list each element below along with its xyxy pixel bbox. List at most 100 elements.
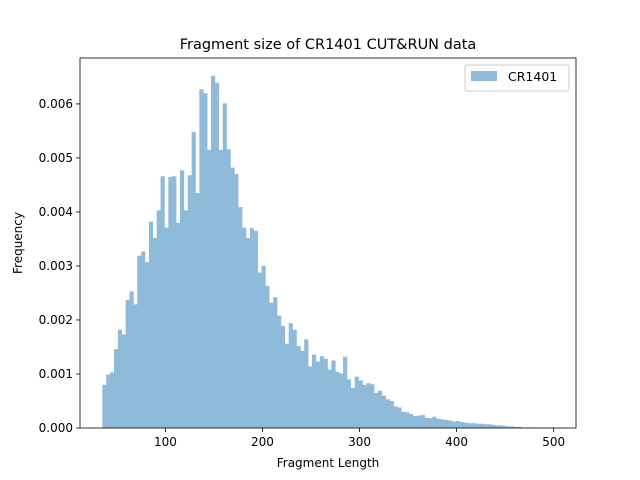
histogram-bar [273, 297, 278, 428]
histogram-bar [443, 419, 449, 428]
histogram-bar [168, 176, 173, 428]
histogram-bar [436, 418, 441, 428]
histogram-bar [148, 221, 154, 428]
histogram-bar [172, 176, 177, 428]
histogram-bar [106, 374, 111, 428]
histogram-bar [245, 237, 251, 428]
histogram-bar [117, 329, 123, 428]
histogram-bar [416, 415, 421, 428]
histogram-bar [277, 315, 282, 428]
histogram-bar [471, 423, 476, 428]
histogram-bars [102, 75, 553, 429]
y-tick-label: 0.005 [39, 151, 73, 165]
histogram-bar [203, 93, 208, 429]
histogram-bar [265, 285, 270, 428]
histogram-bar [311, 354, 317, 428]
histogram-bar [366, 383, 371, 428]
histogram-bar [377, 390, 383, 428]
histogram-bar [327, 369, 332, 428]
x-tick-label: 500 [542, 435, 565, 449]
histogram-bar [381, 395, 387, 428]
histogram-bar [420, 415, 425, 428]
histogram-bar [222, 103, 227, 429]
histogram-bar [253, 230, 258, 428]
histogram-bar [335, 371, 340, 428]
histogram-bar [308, 366, 313, 428]
histogram-bar [187, 175, 192, 428]
histogram-bar [323, 358, 328, 428]
y-tick-label: 0.006 [39, 97, 73, 111]
histogram-bar [475, 423, 480, 428]
legend-swatch [471, 71, 497, 81]
histogram-bar [257, 272, 262, 428]
histogram-bar [211, 75, 216, 428]
histogram-bar [358, 380, 363, 428]
x-tick-label: 400 [445, 435, 468, 449]
histogram-bar [183, 210, 189, 428]
x-tick-label: 300 [348, 435, 371, 449]
histogram-bar [121, 334, 126, 428]
histogram-bar [242, 227, 247, 428]
histogram-bar [145, 262, 150, 428]
histogram-bar [354, 376, 359, 428]
histogram-bar [463, 422, 468, 428]
histogram-bar [412, 416, 418, 428]
histogram-bar [506, 426, 511, 428]
histogram-bar [490, 424, 495, 428]
histogram-bar [374, 392, 379, 428]
histogram-bar [137, 255, 142, 428]
histogram-bar [195, 193, 200, 428]
histogram-bar [440, 419, 445, 428]
y-axis-label: Frequency [11, 212, 25, 274]
histogram-bar [393, 406, 398, 428]
y-tick-label: 0.003 [39, 259, 73, 273]
y-tick-label: 0.004 [39, 205, 73, 219]
histogram-bar [370, 384, 375, 428]
histogram-bar [385, 399, 390, 428]
histogram-bar [455, 420, 460, 428]
histogram-bar [502, 425, 507, 428]
y-tick-label: 0.000 [39, 421, 73, 435]
histogram-bar [362, 384, 367, 428]
histogram-bar [482, 424, 487, 428]
plot-frame [79, 57, 577, 429]
histogram-bar [319, 356, 324, 428]
histogram-bar [513, 426, 519, 428]
histogram-bar [152, 237, 157, 428]
histogram-bar [459, 422, 464, 428]
histogram-bar [447, 420, 453, 428]
histogram-bar [141, 251, 146, 428]
histogram-bar [226, 149, 231, 428]
histogram-bar [343, 356, 348, 428]
histogram-bar [397, 407, 402, 428]
histogram-bar [125, 299, 130, 428]
histogram-bar [510, 426, 515, 428]
y-tick-label: 0.002 [39, 313, 73, 327]
histogram-bar [389, 400, 394, 428]
y-tick-label: 0.001 [39, 367, 73, 381]
histogram-bar [467, 423, 472, 428]
histogram-bar [218, 149, 223, 428]
histogram-bar [494, 425, 499, 428]
histogram-bar [409, 413, 414, 428]
histogram-bar [300, 350, 305, 428]
histogram-bar [331, 360, 336, 428]
histogram-bar [405, 412, 410, 428]
histogram-bar [292, 329, 297, 428]
x-axis-ticks: 100 200 300 400 500 [154, 428, 565, 449]
histogram-bar [304, 339, 309, 428]
histogram-bar [230, 167, 235, 428]
x-tick-label: 100 [154, 435, 177, 449]
histogram-bar [234, 174, 239, 428]
histogram-bar [249, 228, 255, 428]
histogram-bar [428, 418, 433, 428]
x-tick-label: 200 [251, 435, 274, 449]
histogram-bar [284, 343, 289, 428]
histogram-bar [288, 323, 293, 428]
histogram-bar [160, 176, 165, 428]
legend-label: CR1401 [508, 69, 557, 84]
histogram-bar [191, 132, 196, 428]
histogram-bar [280, 325, 286, 428]
histogram-bar [296, 345, 301, 428]
